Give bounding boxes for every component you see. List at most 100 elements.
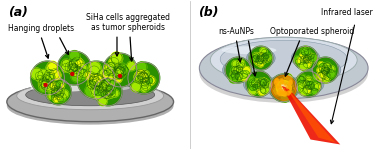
Circle shape	[56, 80, 65, 89]
Circle shape	[310, 82, 319, 91]
Ellipse shape	[267, 77, 301, 99]
Circle shape	[280, 87, 289, 96]
Circle shape	[260, 85, 269, 94]
Circle shape	[70, 60, 77, 68]
Circle shape	[139, 73, 149, 82]
Circle shape	[113, 67, 125, 79]
Circle shape	[308, 54, 313, 60]
Circle shape	[262, 54, 268, 60]
Circle shape	[321, 67, 328, 74]
Circle shape	[305, 78, 313, 85]
Circle shape	[236, 68, 242, 73]
Circle shape	[143, 73, 150, 80]
Circle shape	[279, 84, 281, 86]
Circle shape	[94, 78, 122, 106]
Circle shape	[300, 57, 307, 63]
Circle shape	[307, 56, 314, 63]
Circle shape	[116, 67, 126, 77]
Circle shape	[31, 61, 64, 95]
Ellipse shape	[199, 43, 368, 103]
Circle shape	[304, 57, 310, 63]
Circle shape	[237, 59, 245, 67]
Circle shape	[328, 66, 335, 72]
Circle shape	[114, 63, 121, 70]
Circle shape	[55, 81, 63, 88]
Circle shape	[76, 60, 84, 68]
Circle shape	[135, 73, 144, 82]
Circle shape	[284, 74, 292, 83]
Circle shape	[305, 81, 314, 90]
Circle shape	[252, 84, 258, 90]
Circle shape	[44, 70, 54, 80]
Circle shape	[263, 55, 270, 62]
Circle shape	[284, 84, 293, 93]
Circle shape	[41, 79, 53, 91]
Circle shape	[280, 84, 287, 91]
Circle shape	[275, 79, 279, 83]
Circle shape	[303, 86, 311, 94]
Circle shape	[299, 76, 305, 83]
Circle shape	[251, 79, 260, 88]
Circle shape	[70, 65, 81, 77]
Circle shape	[103, 53, 137, 87]
Circle shape	[62, 59, 70, 67]
Circle shape	[135, 76, 143, 84]
Circle shape	[116, 67, 124, 75]
Circle shape	[324, 73, 331, 80]
Circle shape	[91, 87, 104, 99]
Circle shape	[258, 87, 266, 95]
Circle shape	[102, 70, 114, 82]
Circle shape	[109, 81, 116, 87]
Circle shape	[94, 83, 103, 91]
Ellipse shape	[17, 82, 164, 110]
Circle shape	[90, 74, 103, 86]
Circle shape	[230, 70, 238, 78]
Circle shape	[105, 90, 111, 96]
Circle shape	[275, 85, 277, 87]
Circle shape	[115, 67, 126, 79]
Circle shape	[138, 72, 148, 82]
Circle shape	[121, 67, 129, 75]
Circle shape	[234, 66, 243, 74]
Circle shape	[288, 92, 290, 93]
Circle shape	[307, 81, 314, 89]
Circle shape	[137, 70, 146, 80]
Circle shape	[51, 88, 57, 94]
Circle shape	[259, 78, 267, 86]
Ellipse shape	[310, 60, 341, 80]
Circle shape	[141, 81, 151, 90]
Circle shape	[285, 93, 287, 94]
Circle shape	[57, 51, 91, 85]
Circle shape	[303, 46, 308, 52]
Circle shape	[325, 65, 332, 73]
Ellipse shape	[220, 40, 347, 78]
Circle shape	[243, 67, 251, 74]
Circle shape	[246, 71, 272, 97]
Circle shape	[88, 81, 96, 90]
Circle shape	[284, 94, 287, 96]
Circle shape	[77, 61, 115, 99]
Circle shape	[280, 87, 281, 88]
Circle shape	[102, 78, 115, 92]
Circle shape	[279, 86, 285, 92]
Circle shape	[279, 88, 285, 94]
Circle shape	[106, 83, 113, 90]
Circle shape	[279, 93, 282, 96]
Circle shape	[115, 76, 122, 82]
Circle shape	[258, 56, 264, 62]
Circle shape	[311, 88, 318, 94]
Circle shape	[118, 75, 121, 78]
Circle shape	[102, 85, 111, 95]
Circle shape	[73, 66, 81, 74]
Circle shape	[141, 70, 149, 79]
Text: (a): (a)	[8, 6, 28, 19]
Circle shape	[297, 76, 305, 84]
Circle shape	[321, 71, 329, 79]
Circle shape	[55, 88, 62, 95]
Circle shape	[287, 91, 290, 95]
Circle shape	[106, 84, 112, 91]
Circle shape	[255, 81, 261, 87]
Circle shape	[98, 87, 107, 96]
Circle shape	[106, 85, 116, 95]
Ellipse shape	[26, 84, 155, 106]
